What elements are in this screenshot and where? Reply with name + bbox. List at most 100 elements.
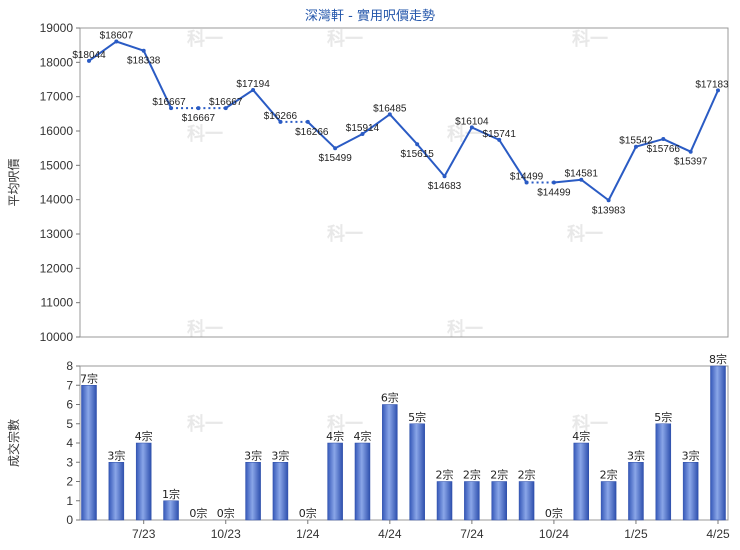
count-bar [409, 423, 425, 521]
watermark-text: 科一 [187, 123, 223, 145]
price-y-tick-label: 11000 [41, 296, 74, 310]
price-line-segment [88, 40, 117, 62]
count-y-tick-label: 0 [66, 513, 73, 527]
price-point [551, 180, 556, 185]
price-line-segment [689, 89, 719, 153]
price-point [360, 131, 365, 136]
price-line-segment [662, 138, 692, 153]
count-bar-label: 4宗 [353, 429, 371, 443]
watermark-text: 科一 [447, 318, 483, 340]
price-point [524, 180, 529, 185]
price-y-tick-label: 17000 [40, 90, 74, 104]
x-tick-label: 1/25 [624, 527, 648, 541]
watermark-text: 科一 [187, 28, 223, 50]
count-bar-label: 8宗 [709, 352, 727, 366]
price-line-segment [361, 113, 391, 135]
count-bar-label: 0宗 [299, 506, 317, 520]
price-data-label: $15397 [674, 157, 708, 168]
price-plot-frame [79, 27, 729, 338]
count-bar-label: 3宗 [107, 448, 125, 462]
watermark-text: 科一 [567, 223, 603, 245]
x-tick-label: 10/23 [211, 527, 241, 541]
price-point [469, 125, 474, 130]
watermark-text: 科一 [187, 413, 223, 435]
count-bar-label: 2宗 [436, 468, 454, 482]
price-data-label: $15914 [346, 123, 380, 134]
count-bar [245, 462, 261, 521]
count-bar-label: 2宗 [518, 468, 536, 482]
count-bar-label: 3宗 [682, 448, 700, 462]
price-point [305, 119, 310, 124]
price-data-label: $18607 [100, 30, 134, 41]
count-bar-label: 2宗 [600, 468, 618, 482]
price-y-tick-label: 19000 [40, 21, 74, 35]
watermark-text: 科一 [187, 318, 223, 340]
price-point [633, 144, 638, 149]
watermark-text: 科一 [572, 413, 608, 435]
count-bar [710, 365, 726, 521]
x-tick-label: 4/25 [706, 527, 730, 541]
count-bar-label: 0宗 [545, 506, 563, 520]
price-line-segment [334, 133, 363, 150]
price-line-segment [471, 126, 500, 141]
count-bar [655, 423, 672, 521]
price-point [87, 58, 91, 63]
price-data-label: $15499 [318, 153, 352, 164]
price-data-label: $13983 [592, 205, 626, 216]
price-point [114, 39, 119, 44]
x-tick-label: 1/24 [296, 527, 320, 541]
price-y-tick-label: 12000 [40, 261, 74, 275]
price-point [579, 177, 584, 182]
price-data-label: $14683 [428, 181, 462, 192]
price-line-segment [443, 126, 473, 177]
price-data-label: $16667 [152, 97, 186, 108]
price-data-label: $16667 [182, 113, 216, 124]
count-bar [628, 462, 644, 521]
price-line-segment [142, 50, 172, 109]
price-y-tick-label: 10000 [40, 330, 74, 344]
price-line-segment [416, 143, 446, 177]
price-y-tick-label: 18000 [40, 55, 74, 69]
price-point [196, 106, 201, 111]
price-data-label: $14581 [565, 169, 599, 180]
count-bar [682, 462, 699, 521]
count-y-tick-label: 5 [66, 417, 73, 431]
count-y-tick-label: 6 [66, 398, 73, 412]
price-y-tick-label: 15000 [40, 158, 74, 172]
price-line-segment [498, 139, 528, 184]
price-point [223, 106, 228, 111]
price-data-label: $14499 [537, 188, 571, 199]
count-bar-label: 3宗 [271, 448, 289, 462]
count-y-tick-label: 8 [66, 359, 73, 373]
price-data-label: $15542 [619, 136, 653, 147]
x-tick-label: 7/23 [132, 527, 156, 541]
price-line-segment [389, 113, 418, 145]
price-y-tick-label: 16000 [40, 124, 74, 138]
count-bar-label: 5宗 [408, 410, 426, 424]
count-bar-label: 5宗 [654, 410, 672, 424]
count-bar [354, 442, 371, 521]
price-point [716, 88, 720, 93]
count-bar [135, 442, 152, 521]
price-point [442, 174, 447, 179]
price-y-tick-label: 13000 [40, 227, 74, 241]
price-line-segment [307, 121, 336, 149]
watermark-text: 科一 [572, 28, 608, 50]
count-bar [573, 442, 590, 521]
count-bar [81, 385, 97, 521]
count-bar-label: 1宗 [162, 487, 180, 501]
count-bar-label: 6宗 [381, 391, 399, 405]
price-data-label: $17183 [695, 79, 729, 90]
price-data-label: $15766 [647, 144, 681, 155]
count-bar [518, 481, 535, 521]
price-data-label: $18338 [127, 56, 161, 67]
price-data-label: $16266 [264, 111, 298, 122]
watermark-text: 科一 [327, 413, 363, 435]
count-bar-label: 4宗 [135, 429, 153, 443]
count-bar-label: 2宗 [463, 468, 481, 482]
x-tick-label: 10/24 [539, 527, 569, 541]
price-point [606, 198, 611, 203]
count-bar [327, 442, 343, 521]
